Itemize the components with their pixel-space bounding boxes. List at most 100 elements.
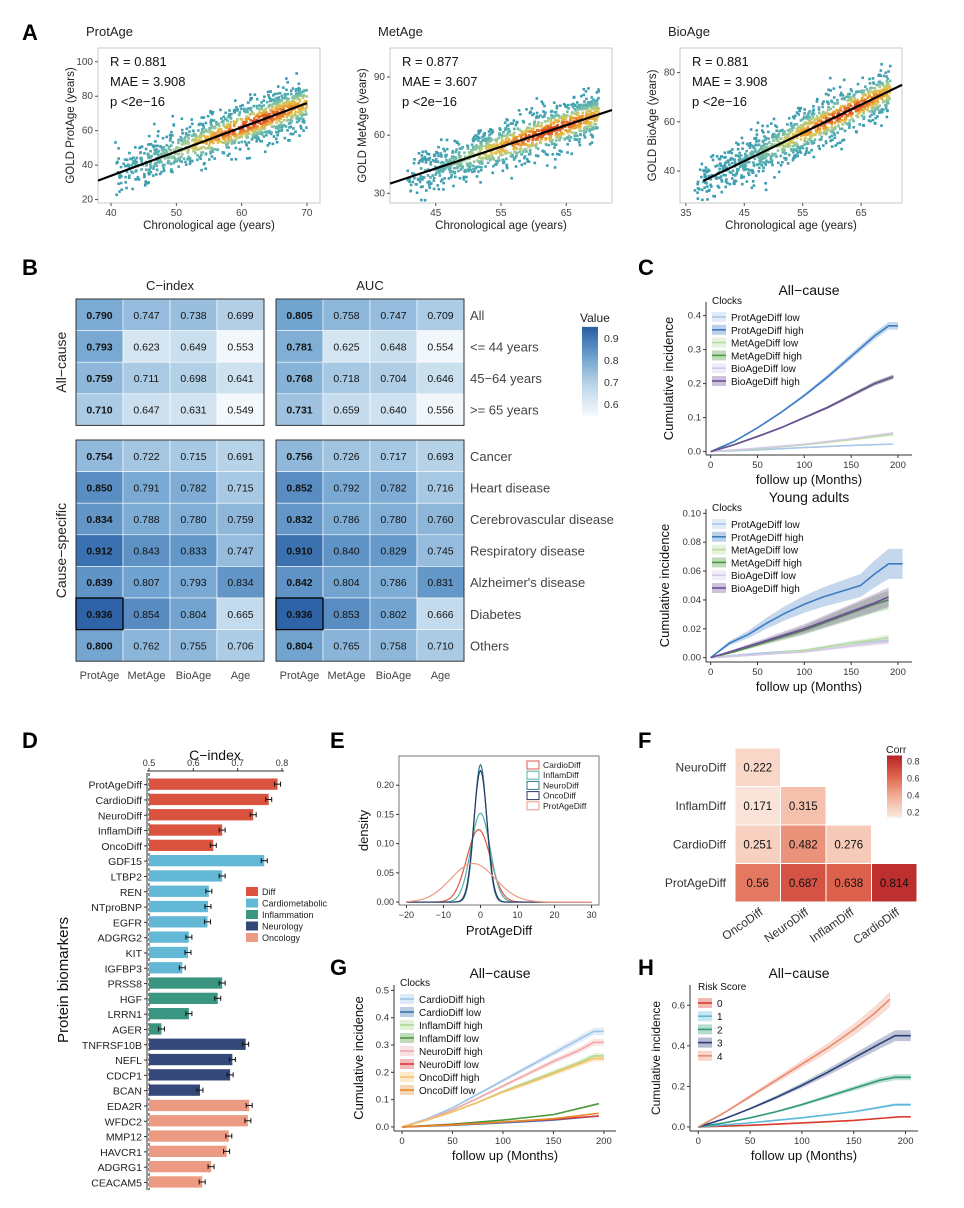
scatter-point — [484, 165, 487, 168]
scatter-point — [805, 140, 808, 144]
scatter-point — [741, 141, 745, 145]
stat-label: p <2e−16 — [692, 94, 747, 109]
scatter-point — [743, 166, 747, 169]
scatter-point — [718, 167, 721, 171]
heatmap-value: 0.804 — [286, 640, 312, 652]
scatter-point — [160, 170, 163, 174]
scatter-point — [544, 111, 547, 114]
scatter-point — [266, 90, 270, 94]
heatmap-value: 0.646 — [427, 373, 453, 385]
scatter-point — [570, 131, 573, 134]
x-tick-label: 200 — [596, 1136, 612, 1147]
scatter-point — [206, 130, 210, 133]
scatter-point — [745, 149, 749, 153]
scatter-point — [852, 99, 855, 103]
heatmap-value: 0.623 — [133, 341, 159, 353]
scatter-point — [489, 128, 492, 131]
scatter-point — [874, 116, 878, 120]
scatter-point — [789, 123, 793, 127]
heatmap-row-label: Others — [470, 638, 510, 653]
scatter-point — [781, 161, 784, 164]
scatter-point — [817, 106, 821, 109]
scatter-point — [887, 70, 890, 73]
scatter-point — [455, 141, 459, 145]
scatter-point — [167, 147, 171, 151]
scatter-point — [302, 129, 305, 132]
scatter-point — [787, 133, 790, 137]
scatter-point — [561, 118, 565, 121]
scatter-point — [147, 143, 150, 146]
heatmap-value: 0.549 — [227, 405, 253, 417]
scatter-point — [473, 169, 476, 173]
heatmap-row-label: Cancer — [470, 449, 513, 464]
scatter-point — [244, 142, 248, 146]
scatter-point — [199, 153, 203, 157]
scatter-point — [886, 109, 889, 112]
scatter-point — [231, 130, 235, 134]
stat-label: MAE = 3.908 — [692, 74, 768, 89]
scatter-point — [569, 118, 573, 121]
scatter-point — [285, 99, 289, 103]
scatter-point — [497, 136, 500, 140]
scatter-point — [711, 158, 715, 162]
scatter-point — [827, 93, 830, 97]
series-band — [710, 637, 889, 658]
scatter-point — [562, 102, 566, 106]
scatter-point — [745, 156, 749, 160]
scatter-point — [869, 87, 872, 90]
scatter-point — [864, 98, 867, 101]
heatmap-cell — [169, 330, 218, 363]
scatter-point — [201, 134, 205, 138]
scatter-point — [865, 102, 869, 106]
scatter-point — [243, 107, 246, 111]
heatmap-column-label: BioAge — [176, 670, 211, 682]
scatter-point — [762, 152, 765, 156]
scatter-point — [702, 180, 705, 184]
scatter-point — [226, 154, 230, 157]
y-tick-label: 90 — [374, 72, 386, 83]
scatter-point — [554, 157, 557, 161]
scatter-point — [585, 113, 588, 117]
scatter-point — [285, 88, 288, 92]
scatter-point — [817, 144, 821, 148]
legend-gradient-step — [582, 368, 598, 372]
scatter-point — [793, 144, 796, 147]
y-tick-label: 80 — [664, 68, 676, 79]
scatter-point — [255, 106, 259, 110]
scatter-point — [796, 126, 800, 130]
scatter-point — [515, 141, 518, 145]
scatter-point — [558, 135, 561, 138]
scatter-point — [481, 156, 485, 160]
scatter-point — [747, 144, 751, 147]
scatter-point — [479, 151, 482, 154]
scatter-point — [261, 124, 264, 128]
scatter-point — [720, 178, 723, 182]
scatter-point — [209, 111, 213, 114]
heatmap-value: 0.56 — [747, 878, 769, 890]
scatter-point — [457, 162, 460, 165]
scatter-point — [792, 125, 795, 129]
scatter-point — [452, 159, 456, 162]
heatmap-row-label: Alzheimer's disease — [470, 575, 585, 590]
scatter-point — [145, 168, 148, 172]
x-tick-label: 200 — [898, 1136, 914, 1147]
scatter-point — [855, 130, 858, 134]
scatter-point — [870, 113, 873, 117]
scatter-point — [545, 143, 548, 147]
scatter-point — [742, 175, 745, 179]
legend-gradient-step — [887, 777, 902, 780]
bar — [149, 793, 269, 806]
scatter-point — [568, 121, 571, 124]
scatter-point — [272, 102, 275, 105]
y-axis-label: Protein biomarkers — [55, 917, 72, 1043]
scatter-point — [202, 130, 206, 134]
heatmap-value: 0.554 — [427, 341, 453, 353]
scatter-point — [230, 112, 233, 116]
scatter-point — [594, 127, 598, 130]
scatter-point — [722, 167, 726, 170]
legend-gradient-step — [887, 792, 902, 795]
scatter-point — [585, 119, 589, 123]
scatter-point — [432, 153, 436, 157]
scatter-point — [554, 143, 558, 147]
scatter-point — [791, 115, 795, 119]
